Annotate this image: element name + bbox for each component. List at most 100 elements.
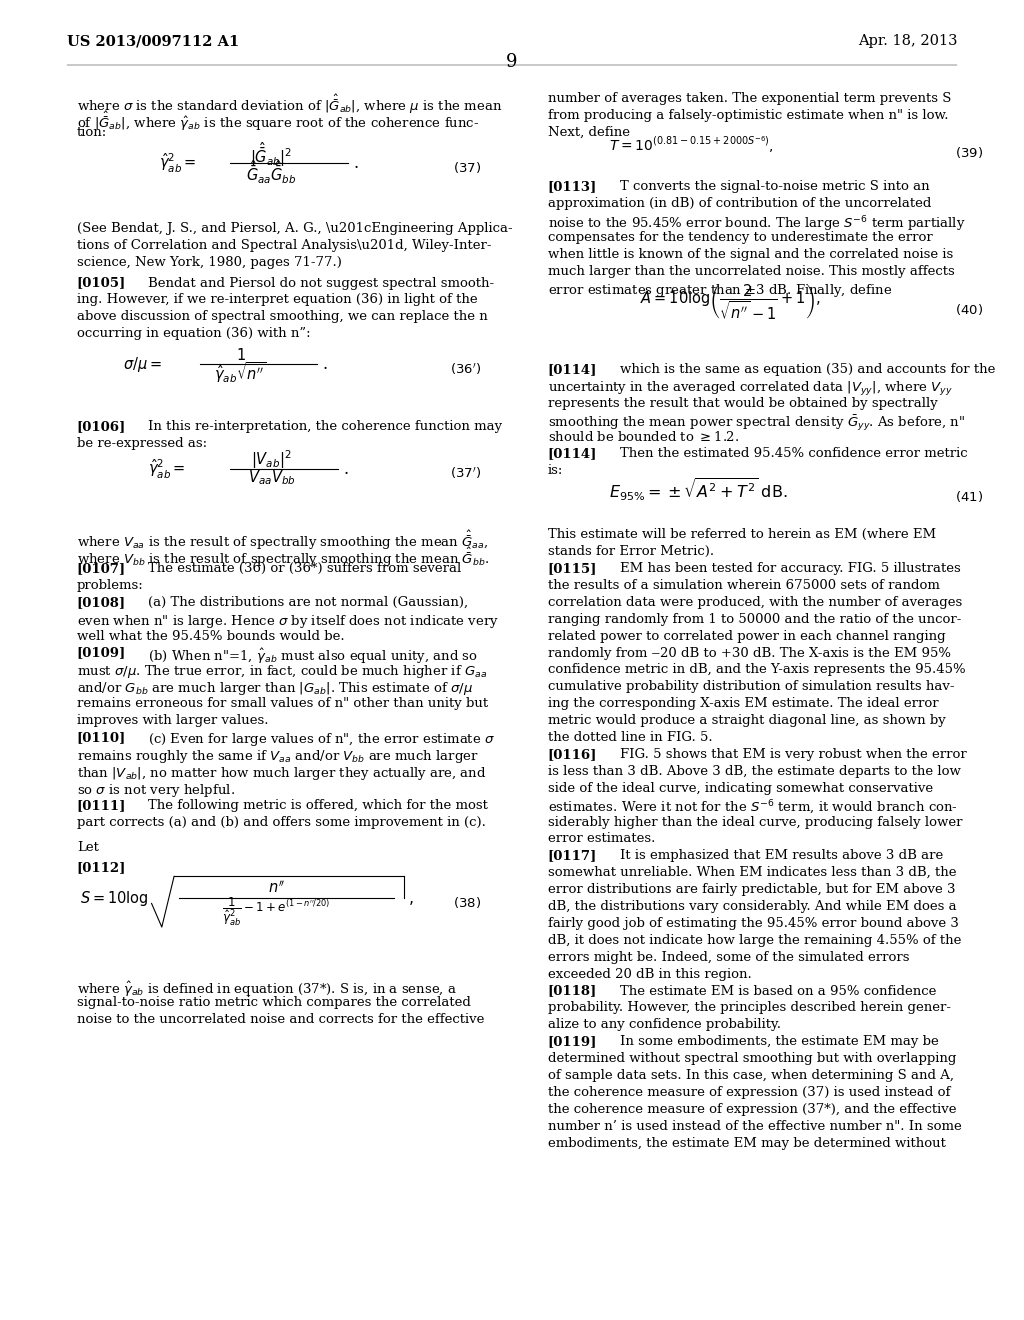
Text: side of the ideal curve, indicating somewhat conservative: side of the ideal curve, indicating some…: [548, 781, 933, 795]
Text: embodiments, the estimate EM may be determined without: embodiments, the estimate EM may be dete…: [548, 1137, 946, 1150]
Text: $A=10\log\!\left(\dfrac{2}{\sqrt{n''}-1}+1\right),$: $A=10\log\!\left(\dfrac{2}{\sqrt{n''}-1}…: [640, 282, 820, 321]
Text: The estimate EM is based on a 95% confidence: The estimate EM is based on a 95% confid…: [620, 985, 936, 998]
Text: improves with larger values.: improves with larger values.: [77, 714, 268, 727]
Text: In some embodiments, the estimate EM may be: In some embodiments, the estimate EM may…: [620, 1035, 938, 1048]
Text: [0114]: [0114]: [548, 447, 597, 461]
Text: probability. However, the principles described herein gener-: probability. However, the principles des…: [548, 1002, 951, 1014]
Text: signal-to-noise ratio metric which compares the correlated: signal-to-noise ratio metric which compa…: [77, 997, 471, 1010]
Text: $|V_{ab}|^{2}$: $|V_{ab}|^{2}$: [251, 449, 292, 471]
Text: remains erroneous for small values of n" other than unity but: remains erroneous for small values of n"…: [77, 697, 487, 710]
Text: science, New York, 1980, pages 71-77.): science, New York, 1980, pages 71-77.): [77, 256, 342, 269]
Text: The following metric is offered, which for the most: The following metric is offered, which f…: [148, 799, 488, 812]
Text: [0111]: [0111]: [77, 799, 126, 812]
Text: of sample data sets. In this case, when determining S and A,: of sample data sets. In this case, when …: [548, 1069, 953, 1082]
Text: Then the estimated 95.45% confidence error metric: Then the estimated 95.45% confidence err…: [620, 447, 967, 461]
Text: (a) The distributions are not normal (Gaussian),: (a) The distributions are not normal (Ga…: [148, 595, 469, 609]
Text: It is emphasized that EM results above 3 dB are: It is emphasized that EM results above 3…: [620, 849, 943, 862]
Text: [0109]: [0109]: [77, 647, 126, 660]
Text: where $V_{aa}$ is the result of spectrally smoothing the mean $\hat{\bar{G}}_{aa: where $V_{aa}$ is the result of spectral…: [77, 528, 488, 552]
Text: when little is known of the signal and the correlated noise is: when little is known of the signal and t…: [548, 248, 953, 261]
Text: exceeded 20 dB in this region.: exceeded 20 dB in this region.: [548, 968, 752, 981]
Text: [0106]: [0106]: [77, 420, 126, 433]
Text: error estimates greater than $\pm$3 dB. Finally, define: error estimates greater than $\pm$3 dB. …: [548, 281, 892, 298]
Text: number n’ is used instead of the effective number n". In some: number n’ is used instead of the effecti…: [548, 1119, 962, 1133]
Text: [0110]: [0110]: [77, 731, 126, 744]
Text: of $|\hat{\bar{G}}_{ab}|$, where $\hat{\gamma}_{ab}$ is the square root of the c: of $|\hat{\bar{G}}_{ab}|$, where $\hat{\…: [77, 110, 479, 133]
Text: where $\sigma$ is the standard deviation of $|\hat{\bar{G}}_{ab}|$, where $\mu$ : where $\sigma$ is the standard deviation…: [77, 92, 502, 116]
Text: $\hat{\gamma}^{2}_{ab}=$: $\hat{\gamma}^{2}_{ab}=$: [148, 458, 186, 480]
Text: occurring in equation (36) with n”:: occurring in equation (36) with n”:: [77, 327, 310, 341]
Text: This estimate will be referred to herein as EM (where EM: This estimate will be referred to herein…: [548, 528, 936, 541]
Text: $|\hat{\bar{G}}_{ab}|^{2}$: $|\hat{\bar{G}}_{ab}|^{2}$: [250, 140, 293, 169]
Text: tions of Correlation and Spectral Analysis\u201d, Wiley-Inter-: tions of Correlation and Spectral Analys…: [77, 239, 492, 252]
Text: $E_{95\%}=\pm\sqrt{A^{2}+T^{2}}\;\mathrm{dB}.$: $E_{95\%}=\pm\sqrt{A^{2}+T^{2}}\;\mathrm…: [609, 477, 787, 503]
Text: In this re-interpretation, the coherence function may: In this re-interpretation, the coherence…: [148, 420, 503, 433]
Text: [0117]: [0117]: [548, 849, 597, 862]
Text: ing the corresponding X-axis EM estimate. The ideal error: ing the corresponding X-axis EM estimate…: [548, 697, 938, 710]
Text: [0105]: [0105]: [77, 277, 126, 289]
Text: [0107]: [0107]: [77, 562, 126, 576]
Text: tion:: tion:: [77, 127, 108, 139]
Text: randomly from ‒20 dB to +30 dB. The X-axis is the EM 95%: randomly from ‒20 dB to +30 dB. The X-ax…: [548, 647, 951, 660]
Text: $\hat{\gamma}_{ab}\sqrt{n''}$: $\hat{\gamma}_{ab}\sqrt{n''}$: [214, 360, 267, 385]
Text: FIG. 5 shows that EM is very robust when the error: FIG. 5 shows that EM is very robust when…: [620, 748, 967, 760]
Text: dB, the distributions vary considerably. And while EM does a: dB, the distributions vary considerably.…: [548, 900, 956, 913]
Text: $\sigma/\mu=$: $\sigma/\mu=$: [123, 355, 162, 374]
Text: the dotted line in FIG. 5.: the dotted line in FIG. 5.: [548, 731, 713, 744]
Text: is:: is:: [548, 465, 563, 477]
Text: estimates. Were it not for the $S^{-6}$ term, it would branch con-: estimates. Were it not for the $S^{-6}$ …: [548, 799, 957, 817]
Text: [0112]: [0112]: [77, 861, 126, 874]
Text: Apr. 18, 2013: Apr. 18, 2013: [858, 34, 957, 49]
Text: (c) Even for large values of n", the error estimate $\sigma$: (c) Even for large values of n", the err…: [148, 731, 496, 748]
Text: determined without spectral smoothing but with overlapping: determined without spectral smoothing bu…: [548, 1052, 956, 1065]
Text: problems:: problems:: [77, 579, 143, 591]
Text: $T=10^{(0.81-0.15+2000S^{-6})},$: $T=10^{(0.81-0.15+2000S^{-6})},$: [609, 135, 774, 154]
Text: [0119]: [0119]: [548, 1035, 597, 1048]
Text: [0108]: [0108]: [77, 595, 126, 609]
Text: Next, define: Next, define: [548, 127, 630, 139]
Text: well what the 95.45% bounds would be.: well what the 95.45% bounds would be.: [77, 630, 344, 643]
Text: .: .: [353, 154, 358, 172]
Text: must $\sigma/\mu$. The true error, in fact, could be much higher if $G_{aa}$: must $\sigma/\mu$. The true error, in fa…: [77, 664, 487, 681]
Text: uncertainty in the averaged correlated data $|V_{yy}|$, where $V_{yy}$: uncertainty in the averaged correlated d…: [548, 380, 952, 397]
Text: noise to the uncorrelated noise and corrects for the effective: noise to the uncorrelated noise and corr…: [77, 1014, 484, 1026]
Text: the coherence measure of expression (37) is used instead of: the coherence measure of expression (37)…: [548, 1086, 950, 1098]
Text: fairly good job of estimating the 95.45% error bound above 3: fairly good job of estimating the 95.45%…: [548, 917, 958, 929]
Text: the results of a simulation wherein 675000 sets of random: the results of a simulation wherein 6750…: [548, 579, 940, 591]
Text: where $\hat{\gamma}_{ab}$ is defined in equation (37*). S is, in a sense, a: where $\hat{\gamma}_{ab}$ is defined in …: [77, 979, 457, 999]
Text: above discussion of spectral smoothing, we can replace the n: above discussion of spectral smoothing, …: [77, 310, 487, 323]
Text: $n''$: $n''$: [267, 879, 286, 896]
Text: $\hat{\bar{G}}_{aa}\hat{\bar{G}}_{bb}$: $\hat{\bar{G}}_{aa}\hat{\bar{G}}_{bb}$: [246, 158, 297, 186]
Text: (b) When n"=1, $\hat{\gamma}_{ab}$ must also equal unity, and so: (b) When n"=1, $\hat{\gamma}_{ab}$ must …: [148, 647, 478, 665]
Text: $,$: $,$: [408, 890, 413, 907]
Text: [0116]: [0116]: [548, 748, 597, 760]
Text: where $V_{bb}$ is the result of spectrally smoothing the mean $\hat{\bar{G}}_{bb: where $V_{bb}$ is the result of spectral…: [77, 545, 489, 569]
Text: $V_{aa}V_{bb}$: $V_{aa}V_{bb}$: [248, 469, 295, 487]
Text: error estimates.: error estimates.: [548, 833, 655, 845]
Text: than $|V_{ab}|$, no matter how much larger they actually are, and: than $|V_{ab}|$, no matter how much larg…: [77, 764, 486, 781]
Text: smoothing the mean power spectral density $\bar{G}_{yy}$. As before, n": smoothing the mean power spectral densit…: [548, 413, 965, 433]
Text: ranging randomly from 1 to 50000 and the ratio of the uncor-: ranging randomly from 1 to 50000 and the…: [548, 612, 962, 626]
Text: compensates for the tendency to underestimate the error: compensates for the tendency to underest…: [548, 231, 933, 244]
Text: $(37')$: $(37')$: [451, 466, 481, 482]
Text: $(41)$: $(41)$: [955, 490, 983, 504]
Text: $(37)$: $(37)$: [454, 160, 481, 176]
Text: $S=10\log$: $S=10\log$: [80, 888, 148, 908]
Text: errors might be. Indeed, some of the simulated errors: errors might be. Indeed, some of the sim…: [548, 950, 909, 964]
Text: correlation data were produced, with the number of averages: correlation data were produced, with the…: [548, 595, 963, 609]
Text: US 2013/0097112 A1: US 2013/0097112 A1: [67, 34, 239, 49]
Text: metric would produce a straight diagonal line, as shown by: metric would produce a straight diagonal…: [548, 714, 945, 727]
Text: .: .: [323, 356, 328, 374]
Text: should be bounded to $\geq$1.2.: should be bounded to $\geq$1.2.: [548, 430, 739, 445]
Text: represents the result that would be obtained by spectrally: represents the result that would be obta…: [548, 396, 938, 409]
Text: stands for Error Metric).: stands for Error Metric).: [548, 545, 714, 558]
Text: EM has been tested for accuracy. FIG. 5 illustrates: EM has been tested for accuracy. FIG. 5 …: [620, 562, 961, 576]
Text: (See Bendat, J. S., and Piersol, A. G., \u201cEngineering Applica-: (See Bendat, J. S., and Piersol, A. G., …: [77, 223, 512, 235]
Text: remains roughly the same if $V_{aa}$ and/or $V_{bb}$ are much larger: remains roughly the same if $V_{aa}$ and…: [77, 748, 478, 766]
Text: $(40)$: $(40)$: [955, 302, 983, 317]
Text: from producing a falsely-optimistic estimate when n" is low.: from producing a falsely-optimistic esti…: [548, 110, 948, 123]
Text: is less than 3 dB. Above 3 dB, the estimate departs to the low: is less than 3 dB. Above 3 dB, the estim…: [548, 764, 961, 777]
Text: somewhat unreliable. When EM indicates less than 3 dB, the: somewhat unreliable. When EM indicates l…: [548, 866, 956, 879]
Text: even when n" is large. Hence $\sigma$ by itself does not indicate very: even when n" is large. Hence $\sigma$ by…: [77, 612, 499, 630]
Text: [0114]: [0114]: [548, 363, 597, 376]
